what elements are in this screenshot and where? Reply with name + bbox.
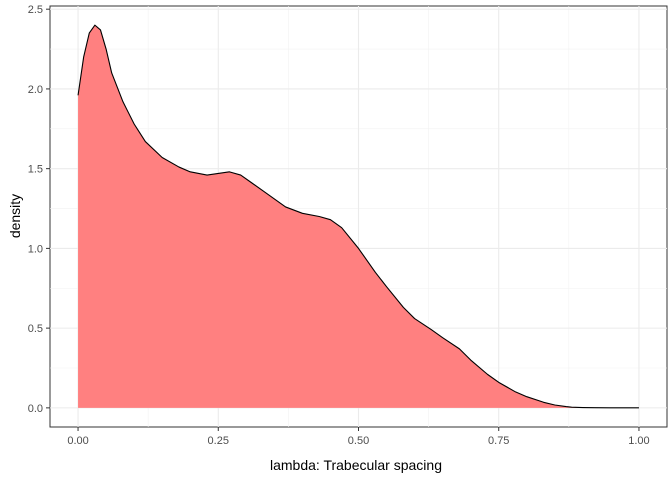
x-axis-ticks: 0.00 0.25 0.50 0.75 1.00 [67,427,650,447]
y-tick-label: 0.5 [28,323,43,335]
y-tick-label: 2.0 [28,84,43,96]
density-area [77,24,639,409]
x-tick-label: 0.50 [348,435,369,447]
density-curve [77,24,639,409]
x-axis-title: lambda: Trabecular spacing [270,457,442,473]
density-fill [78,25,639,408]
y-axis-title: density [7,194,23,238]
y-tick-label: 1.0 [28,243,43,255]
y-tick-label: 2.5 [28,4,43,16]
y-tick-label: 1.5 [28,164,43,176]
x-tick-label: 0.25 [208,435,229,447]
y-axis-ticks: 0.0 0.5 1.0 1.5 2.0 2.5 [28,4,50,415]
x-tick-label: 0.75 [488,435,509,447]
x-tick-label: 0.00 [67,435,88,447]
x-tick-label: 1.00 [628,435,649,447]
y-tick-label: 0.0 [28,403,43,415]
